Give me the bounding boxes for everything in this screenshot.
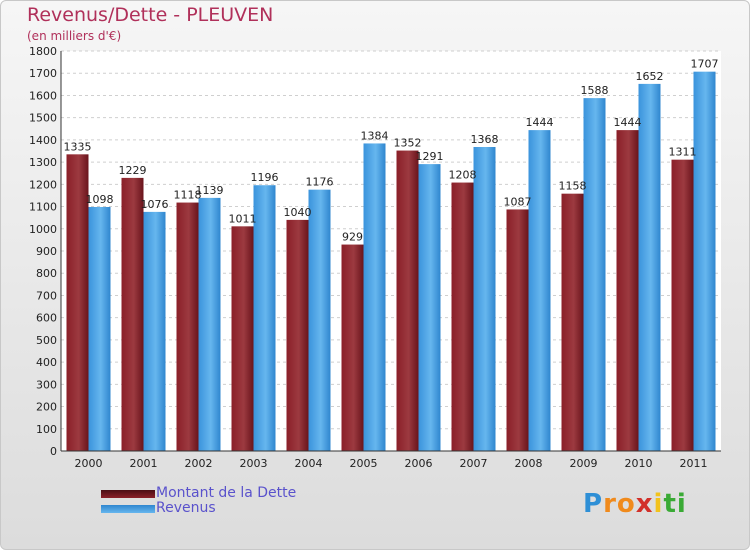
data-label-revenus: 1707	[691, 58, 719, 71]
bar-revenus	[198, 197, 221, 451]
data-label-revenus: 1384	[361, 129, 389, 142]
y-tick-label: 500	[36, 334, 57, 347]
data-label-revenus: 1076	[141, 198, 169, 211]
logo-letter: P	[583, 489, 604, 519]
y-tick-label: 400	[36, 356, 57, 369]
bar-debt	[396, 150, 419, 452]
data-label-debt: 1311	[669, 146, 697, 159]
x-tick-label: 2007	[460, 457, 488, 470]
logo-letter: t	[663, 489, 677, 519]
chart-subtitle: (en milliers d'€)	[27, 29, 122, 43]
bar-debt	[506, 209, 529, 451]
y-tick-label: 300	[36, 378, 57, 391]
y-tick-label: 1800	[29, 45, 57, 58]
logo-letter: o	[616, 489, 636, 519]
bar-debt	[561, 193, 584, 451]
bar-revenus	[88, 207, 111, 451]
x-tick-label: 2008	[515, 457, 543, 470]
data-label-revenus: 1588	[581, 84, 609, 97]
bar-revenus	[528, 130, 551, 451]
bar-revenus	[638, 83, 661, 451]
data-label-debt: 1087	[504, 195, 532, 208]
bar-revenus	[693, 71, 716, 452]
y-tick-label: 1700	[29, 67, 57, 80]
legend-label-debt: Montant de la Dette	[156, 485, 297, 501]
bar-revenus	[143, 211, 166, 451]
legend-swatch-debt	[101, 490, 155, 498]
x-tick-label: 2010	[625, 457, 653, 470]
y-tick-label: 0	[50, 445, 57, 458]
logo-letter: i	[676, 489, 687, 519]
data-label-revenus: 1291	[416, 150, 444, 163]
logo-letter: i	[653, 489, 664, 519]
logo-letter: r	[603, 489, 617, 519]
proxiti-logo: Proxiti	[583, 489, 687, 519]
data-label-revenus: 1196	[251, 171, 279, 184]
y-tick-label: 1200	[29, 178, 57, 191]
bar-debt	[231, 226, 254, 451]
data-label-debt: 1335	[64, 140, 92, 153]
bar-debt	[341, 244, 364, 451]
bar-debt	[451, 182, 474, 452]
x-tick-label: 2003	[240, 457, 268, 470]
x-tick-label: 2004	[295, 457, 323, 470]
bar-debt	[66, 154, 89, 452]
data-label-revenus: 1098	[86, 193, 114, 206]
y-tick-label: 1100	[29, 201, 57, 214]
bar-revenus	[308, 189, 331, 451]
bar-debt	[121, 177, 144, 451]
data-label-debt: 1011	[229, 212, 257, 225]
x-tick-label: 2000	[75, 457, 103, 470]
x-tick-label: 2005	[350, 457, 378, 470]
y-tick-label: 1400	[29, 134, 57, 147]
bar-revenus	[473, 147, 496, 451]
bar-debt	[671, 159, 694, 451]
bar-debt	[616, 130, 639, 451]
data-label-debt: 1444	[614, 116, 642, 129]
data-label-revenus: 1368	[471, 133, 499, 146]
data-label-debt: 1208	[449, 169, 477, 182]
bar-revenus	[363, 143, 386, 451]
y-tick-label: 1000	[29, 223, 57, 236]
y-tick-label: 700	[36, 289, 57, 302]
data-label-debt: 1229	[119, 164, 147, 177]
data-label-debt: 1158	[559, 180, 587, 193]
x-tick-label: 2002	[185, 457, 213, 470]
chart-title: Revenus/Dette - PLEUVEN	[27, 4, 274, 26]
data-label-revenus: 1139	[196, 184, 224, 197]
x-tick-label: 2011	[680, 457, 708, 470]
y-tick-label: 200	[36, 401, 57, 414]
bar-debt	[286, 219, 309, 451]
x-tick-label: 2006	[405, 457, 433, 470]
data-label-revenus: 1444	[526, 116, 554, 129]
y-tick-label: 600	[36, 312, 57, 325]
y-tick-label: 900	[36, 245, 57, 258]
y-tick-label: 800	[36, 267, 57, 280]
y-tick-label: 1500	[29, 112, 57, 125]
y-tick-label: 100	[36, 423, 57, 436]
data-label-debt: 1118	[174, 189, 202, 202]
bar-revenus	[583, 98, 606, 451]
data-label-revenus: 1176	[306, 176, 334, 189]
bar-revenus	[253, 185, 276, 451]
legend-swatch-revenus	[101, 505, 155, 513]
y-tick-label: 1300	[29, 156, 57, 169]
data-label-debt: 1352	[394, 137, 422, 150]
data-label-debt: 929	[342, 231, 363, 244]
x-tick-label: 2009	[570, 457, 598, 470]
data-label-revenus: 1652	[636, 70, 664, 83]
logo-letter: x	[635, 489, 654, 519]
data-label-debt: 1040	[284, 206, 312, 219]
y-tick-label: 1600	[29, 89, 57, 102]
x-tick-label: 2001	[130, 457, 158, 470]
legend-label-revenus: Revenus	[156, 500, 216, 516]
bar-revenus	[418, 164, 441, 451]
bar-debt	[176, 202, 199, 451]
